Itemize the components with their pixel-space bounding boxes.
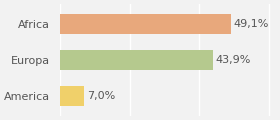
Bar <box>60 86 84 106</box>
Text: 7,0%: 7,0% <box>87 91 115 101</box>
Text: 43,9%: 43,9% <box>216 55 251 65</box>
Text: 49,1%: 49,1% <box>234 19 269 29</box>
Bar <box>60 50 213 70</box>
Bar <box>60 14 231 34</box>
